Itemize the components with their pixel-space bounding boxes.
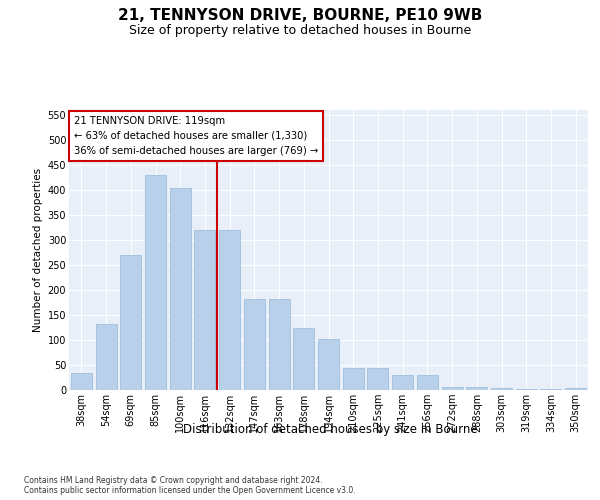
Text: 21 TENNYSON DRIVE: 119sqm
← 63% of detached houses are smaller (1,330)
36% of se: 21 TENNYSON DRIVE: 119sqm ← 63% of detac… [74,116,318,156]
Bar [491,388,512,390]
Bar [392,375,413,390]
Bar [417,375,438,390]
Text: Contains HM Land Registry data © Crown copyright and database right 2024.: Contains HM Land Registry data © Crown c… [24,476,323,485]
Bar [442,386,463,390]
Bar [293,328,314,390]
Bar [194,230,215,390]
Bar [367,368,388,390]
Bar [219,230,240,390]
Bar [95,324,116,390]
Bar [541,389,562,390]
Text: Distribution of detached houses by size in Bourne: Distribution of detached houses by size … [182,422,478,436]
Bar [466,386,487,390]
Bar [170,188,191,390]
Bar [145,175,166,390]
Y-axis label: Number of detached properties: Number of detached properties [34,168,43,332]
Bar [269,298,290,390]
Text: Contains public sector information licensed under the Open Government Licence v3: Contains public sector information licen… [24,486,356,495]
Bar [343,368,364,390]
Bar [71,372,92,390]
Text: Size of property relative to detached houses in Bourne: Size of property relative to detached ho… [129,24,471,37]
Text: 21, TENNYSON DRIVE, BOURNE, PE10 9WB: 21, TENNYSON DRIVE, BOURNE, PE10 9WB [118,8,482,22]
Bar [120,255,141,390]
Bar [318,338,339,390]
Bar [565,388,586,390]
Bar [244,298,265,390]
Bar [516,389,537,390]
